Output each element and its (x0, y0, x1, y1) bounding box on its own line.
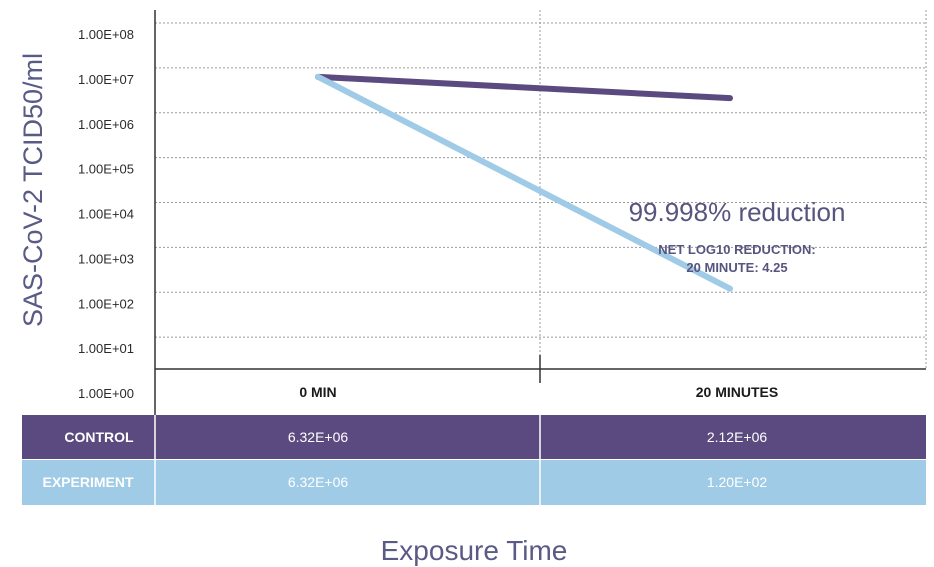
y-tick-label: 1.00E+08 (78, 27, 134, 42)
y-tick-label: 1.00E+02 (78, 296, 134, 311)
category-label-0: 0 MIN (299, 384, 336, 400)
annotation-net-log10: NET LOG10 REDUCTION: (658, 242, 815, 257)
annotation-reduction: 99.998% reduction (629, 197, 846, 227)
cell-experiment-0: 6.32E+06 (288, 474, 349, 490)
y-tick-label: 1.00E+05 (78, 162, 134, 177)
cell-control-0: 6.32E+06 (288, 429, 349, 445)
experiment-row (22, 460, 926, 505)
series-line-experiment (315, 73, 733, 292)
annotation-20-minute: 20 MINUTE: 4.25 (686, 260, 787, 275)
series-lines (315, 73, 733, 292)
gridlines (155, 10, 927, 369)
x-axis-label: Exposure Time (381, 535, 568, 566)
row-label-experiment: EXPERIMENT (42, 474, 133, 490)
y-tick-label: 1.00E+01 (78, 341, 134, 356)
y-tick-labels: 1.00E+00 1.00E+01 1.00E+02 1.00E+03 1.00E+04… (78, 27, 134, 401)
data-table: CONTROL EXPERIMENT 6.32E+06 2.12E+06 6.3… (22, 415, 926, 505)
cell-experiment-1: 1.20E+02 (707, 474, 768, 490)
cell-control-1: 2.12E+06 (707, 429, 768, 445)
y-tick-label: 1.00E+04 (78, 207, 134, 222)
control-row (22, 415, 926, 459)
row-label-control: CONTROL (64, 429, 134, 445)
category-label-1: 20 MINUTES (696, 384, 778, 400)
y-tick-label: 1.00E+00 (78, 386, 134, 401)
y-tick-label: 1.00E+03 (78, 251, 134, 266)
series-line-control (315, 73, 733, 102)
y-axis-label: SAS-CoV-2 TCID50/ml (18, 53, 48, 327)
y-tick-label: 1.00E+07 (78, 72, 134, 87)
y-tick-label: 1.00E+06 (78, 117, 134, 132)
